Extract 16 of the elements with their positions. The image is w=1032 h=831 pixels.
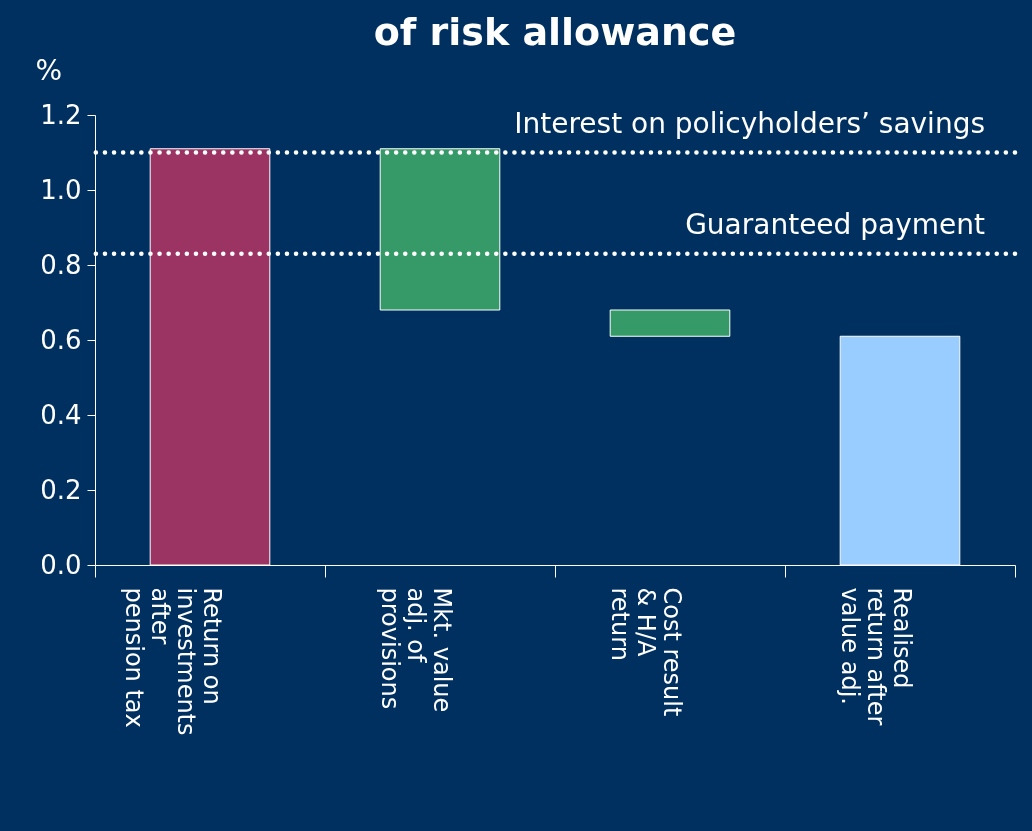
ref-line-label: Interest on policyholders’ savings bbox=[514, 106, 985, 140]
y-tick-label: 0.0 bbox=[40, 549, 82, 580]
y-axis-title: % bbox=[35, 53, 63, 87]
x-tick-label: Realised return after value adj. bbox=[835, 587, 916, 726]
x-tick-label: Mkt. value adj. of provisions bbox=[375, 587, 456, 713]
y-tick-label: 0.4 bbox=[40, 399, 82, 430]
y-tick-label: 0.6 bbox=[40, 324, 82, 355]
y-tick-label: 0.8 bbox=[40, 249, 82, 280]
ref-line-label: Guaranteed payment bbox=[685, 207, 986, 241]
y-tick-label: 0.2 bbox=[40, 474, 82, 505]
x-tick-label: Cost result & H/A return bbox=[605, 587, 686, 717]
x-tick-label: Return on investments after pension tax bbox=[119, 587, 226, 736]
y-tick-label: 1.0 bbox=[40, 174, 82, 205]
chart-title: of risk allowance bbox=[373, 10, 737, 54]
y-tick-label: 1.2 bbox=[40, 99, 82, 130]
bar bbox=[609, 309, 731, 337]
